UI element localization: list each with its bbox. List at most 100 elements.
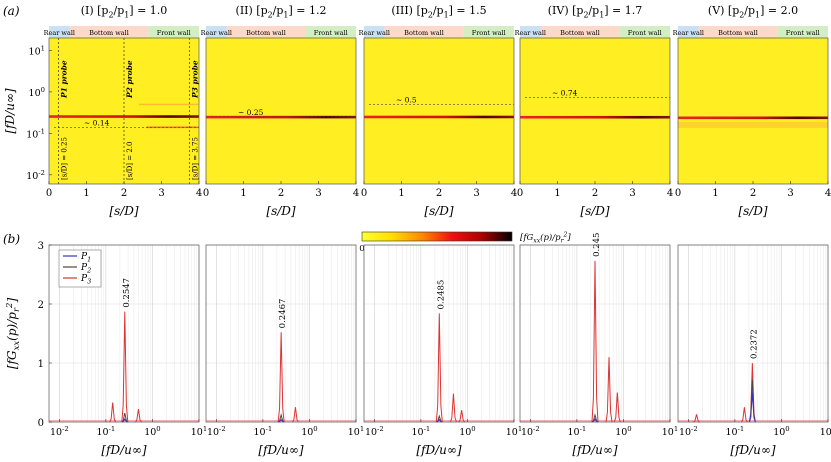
superscript: 2 xyxy=(562,232,567,239)
text-run: P xyxy=(80,274,88,284)
text-run: 10 xyxy=(662,427,674,438)
text-run: (V) [p xyxy=(708,4,739,17)
heatmap-title: (V) [p2​/p1​] = 2.0 xyxy=(708,4,798,19)
subscript: r xyxy=(12,307,22,312)
x-tick-label: 10-1​ xyxy=(254,425,273,438)
superscript: -2 xyxy=(38,169,45,177)
spectrum-peak-p3 xyxy=(693,414,700,423)
spectrum-peak-p3 xyxy=(277,332,285,423)
spectrum-peak-p3 xyxy=(292,407,299,423)
spectrum-peak-p3 xyxy=(740,407,748,423)
x-tick-label: 2 xyxy=(121,188,127,199)
y-tick-label: 10-2​ xyxy=(26,169,45,182)
spectrum-panel-5: 0.2372 10-2​ 10-1​ 100​ 101​ [fD/u∞] xyxy=(677,244,831,457)
annotation-label: ~ 0.5 xyxy=(396,95,417,104)
x-tick-label: 10-2​ xyxy=(521,425,540,438)
x-tick-label: 0 xyxy=(517,188,523,199)
heatmap-row: (I) [p2​/p1​] = 1.0 Rear wall Bottom wall F… xyxy=(3,4,831,218)
heatmap-title: (III) [p2​/p1​] = 1.5 xyxy=(391,4,486,19)
spectrum-frame xyxy=(363,244,515,423)
spectrum-frame xyxy=(677,244,829,423)
text-run: 10 xyxy=(568,427,580,438)
spectrum-frame xyxy=(519,244,671,423)
bottom-wall-label: Bottom wall xyxy=(89,29,129,37)
x-axis-label: [s/D] xyxy=(738,204,768,218)
spectrum-peak-p3 xyxy=(449,393,457,423)
spectrum-peak-p3 xyxy=(109,402,117,423)
front-wall-label: Front wall xyxy=(628,29,662,37)
superscript: -2 xyxy=(219,425,226,433)
text-run: /p xyxy=(114,4,125,17)
subscript: xx xyxy=(533,238,540,245)
rear-wall-band xyxy=(49,26,70,38)
text-run: (I) [p xyxy=(81,4,109,17)
bottom-wall-label: Bottom wall xyxy=(718,29,758,37)
rear-wall-label: Rear wall xyxy=(44,29,75,37)
rear-wall-label: Rear wall xyxy=(515,29,546,37)
probe-name: P3 probe xyxy=(191,60,200,99)
subscript: 1 xyxy=(599,10,604,19)
spectrum-peak-p3 xyxy=(435,313,443,423)
text-run: 10 xyxy=(301,427,313,438)
superscript: 0 xyxy=(156,425,160,433)
text-run: (II) [p xyxy=(236,4,268,17)
superscript: 0 xyxy=(313,425,317,433)
text-run: (IV) [p xyxy=(548,4,584,17)
spectrum-peak-p3 xyxy=(591,260,599,423)
text-run: 10 xyxy=(365,427,377,438)
text-run: 10 xyxy=(726,427,738,438)
x-tick-label: 101​ xyxy=(191,425,207,438)
spectrum-frame xyxy=(48,244,200,423)
x-tick-label: 100​ xyxy=(459,425,475,438)
rear-wall-label: Rear wall xyxy=(201,29,232,37)
superscript: -2 xyxy=(62,425,69,433)
x-tick-label: 101​ xyxy=(348,425,364,438)
x-tick-label: 4 xyxy=(511,188,517,199)
x-axis-label: [s/D] xyxy=(580,204,610,218)
bottom-wall-label: Bottom wall xyxy=(560,29,600,37)
peak-value-label: 0.2547 xyxy=(122,278,132,308)
text-run: ] = 1.0 xyxy=(129,4,167,17)
subscript: 2 xyxy=(583,10,588,19)
probe-name: P2 probe xyxy=(125,60,134,99)
bottom-wall-band xyxy=(698,26,778,38)
x-tick-label: 3 xyxy=(315,188,321,199)
x-tick-label: 3 xyxy=(473,188,479,199)
x-axis-label: [fD/u∞] xyxy=(572,443,618,457)
text-run: /p xyxy=(273,4,284,17)
subscript: xx xyxy=(12,341,22,351)
x-tick-label: 0 xyxy=(203,188,209,199)
subscript: 3 xyxy=(87,278,91,286)
text-run: 10 xyxy=(207,427,219,438)
x-tick-label: 100​ xyxy=(301,425,317,438)
subscript: 1 xyxy=(87,256,91,264)
x-tick-label: 4 xyxy=(667,188,673,199)
text-run: ] = 1.7 xyxy=(604,4,642,17)
front-wall-label: Front wall xyxy=(314,29,348,37)
subscript: 1 xyxy=(124,10,129,19)
text-run: 10 xyxy=(254,427,266,438)
heatmap-field xyxy=(678,38,828,184)
probe-position-label: [s/D] = 3.75 xyxy=(192,137,200,180)
x-tick-label: 10-1​ xyxy=(726,425,745,438)
subscript: 2 xyxy=(108,10,113,19)
bottom-wall-label: Bottom wall xyxy=(404,29,444,37)
subscript: 2 xyxy=(268,10,273,19)
x-tick-label: 10-2​ xyxy=(207,425,226,438)
spectrum-frame xyxy=(205,244,357,423)
text-run: (p)/p xyxy=(540,232,561,243)
subscript: 2 xyxy=(428,10,433,19)
x-tick-label: 1 xyxy=(83,188,89,199)
panel-label-b: (b) xyxy=(3,232,20,246)
superscript: 0 xyxy=(785,425,789,433)
front-wall-label: Front wall xyxy=(157,29,191,37)
superscript: -1 xyxy=(109,425,116,433)
heatmap-panel-IV: (IV) [p2​/p1​] = 1.7 Rear wall Bottom wall… xyxy=(515,4,674,218)
spectrum-peak-p3 xyxy=(121,311,129,423)
x-tick-label: 101​ xyxy=(506,425,522,438)
x-tick-label: 2 xyxy=(436,188,442,199)
front-wall-band xyxy=(619,26,670,38)
text-run: 10 xyxy=(29,46,41,57)
heatmap-title: (I) [p2​/p1​] = 1.0 xyxy=(81,4,168,19)
